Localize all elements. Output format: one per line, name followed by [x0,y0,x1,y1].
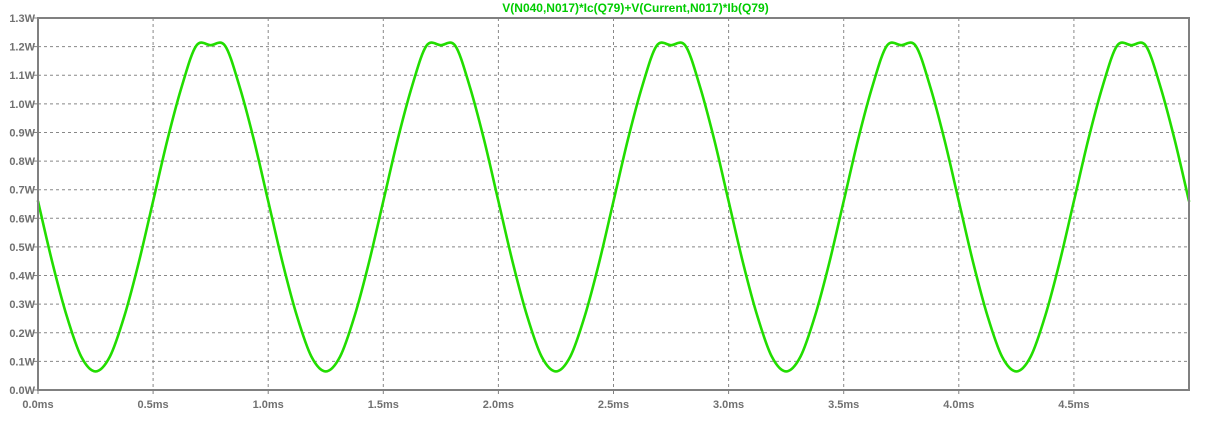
y-tick-label: 0.9W [9,127,35,139]
y-tick-label: 1.0W [9,99,35,111]
x-tick-label: 0.0ms [22,399,53,411]
y-tick-label: 0.7W [9,185,35,197]
x-tick-label: 3.0ms [713,399,744,411]
chart-title[interactable]: V(N040,N017)*Ic(Q79)+V(Current,N017)*Ib(… [502,1,768,15]
y-tick-label: 0.5W [9,242,35,254]
x-tick-label: 4.5ms [1058,399,1089,411]
x-tick-label: 1.0ms [253,399,284,411]
y-tick-label: 0.8W [9,156,35,168]
y-tick-label: 1.2W [9,42,35,54]
y-tick-label: 0.4W [9,271,35,283]
y-tick-label: 0.1W [9,356,35,368]
tick-labels: 0.0W 0.1W 0.2W 0.3W 0.4W 0.5W 0.6W 0.7W 0.8W 0.9W… [9,13,1089,411]
trace-layer [36,41,1191,373]
x-tick-label: 4.0ms [943,399,974,411]
y-tick-label: 0.6W [9,213,35,225]
x-tick-label: 1.5ms [368,399,399,411]
x-tick-label: 2.0ms [483,399,514,411]
y-tick-label: 0.2W [9,328,35,340]
y-tick-label: 0.3W [9,299,35,311]
y-tick-label: 1.1W [9,70,35,82]
x-tick-label: 2.5ms [598,399,629,411]
y-tick-label: 0.0W [9,385,35,397]
x-tick-label: 3.5ms [828,399,859,411]
series-line [36,41,1191,373]
x-tick-label: 0.5ms [137,399,168,411]
y-tick-label: 1.3W [9,13,35,25]
